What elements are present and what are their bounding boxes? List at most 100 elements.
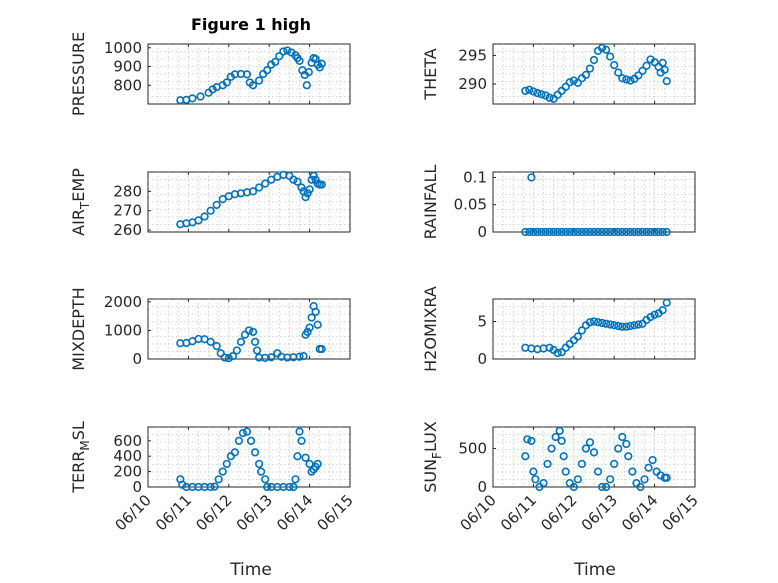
- data-point: [606, 475, 615, 484]
- data-point: [602, 227, 611, 237]
- data-point: [553, 227, 562, 237]
- data-point: [299, 352, 308, 361]
- y-tick-label: 0: [477, 223, 487, 241]
- data-point: [634, 227, 643, 237]
- data-point: [248, 187, 258, 196]
- data-point: [527, 173, 536, 182]
- data-point: [630, 227, 639, 237]
- data-point: [293, 177, 302, 186]
- data-point: [541, 227, 550, 237]
- data-point: [628, 467, 637, 476]
- x-tick-label: 06/10: [457, 491, 500, 534]
- x-tick-label: 06/14: [618, 491, 661, 534]
- data-point: [573, 475, 582, 484]
- data-point: [553, 348, 562, 358]
- data-point: [662, 298, 671, 307]
- y-tick-label: 0.05: [454, 196, 487, 214]
- subplot-6: 0 5 H2OMIXRA: [421, 286, 696, 372]
- data-point: [589, 227, 599, 237]
- data-point: [654, 227, 663, 237]
- data-point: [622, 75, 631, 84]
- data-point: [228, 352, 237, 361]
- y-axis-label: SUNFLUX: [421, 421, 444, 493]
- data-point: [650, 310, 659, 319]
- data-point: [263, 66, 272, 75]
- data-point: [250, 337, 260, 346]
- subplot-4: 0 0.05 0.1 RAINFALL: [421, 165, 696, 241]
- data-point: [255, 183, 264, 192]
- data-point: [642, 61, 651, 70]
- x-tick-label: 06/10: [112, 491, 155, 534]
- data-point: [200, 212, 209, 221]
- data-point: [569, 227, 578, 237]
- data-point: [648, 455, 657, 465]
- data-point: [640, 475, 649, 484]
- data-point: [240, 330, 250, 339]
- data-point: [650, 58, 659, 67]
- data-point: [662, 227, 671, 237]
- y-axis-label: MIXDEPTH: [69, 287, 88, 370]
- data-point: [589, 317, 599, 326]
- data-point: [585, 318, 595, 327]
- y-tick-label: 500: [458, 440, 487, 458]
- y-label-rest: LUX: [421, 421, 440, 452]
- x-axis-label-right: Time: [573, 560, 616, 580]
- data-point: [589, 448, 599, 457]
- data-point: [533, 227, 542, 237]
- data-point: [210, 482, 219, 491]
- data-point: [539, 479, 548, 488]
- data-point: [307, 313, 316, 322]
- y-label-rest: SL: [69, 421, 88, 440]
- data-point: [585, 438, 595, 447]
- data-point: [547, 444, 556, 453]
- data-point: [646, 227, 655, 237]
- data-point: [614, 444, 623, 453]
- data-point: [295, 56, 304, 65]
- data-point: [250, 448, 260, 457]
- x-tick-label: 06/15: [659, 491, 702, 534]
- y-axis-label: PRESSURE: [69, 32, 88, 116]
- data-point: [597, 227, 607, 237]
- data-point: [271, 57, 280, 66]
- data-point: [230, 448, 239, 457]
- data-point: [636, 482, 645, 492]
- y-tick-label: 260: [113, 221, 142, 239]
- data-point: [275, 52, 284, 61]
- data-point: [624, 452, 633, 461]
- data-point: [214, 475, 223, 484]
- subplot-5: 0 1000 2000 MIXDEPTH: [69, 287, 351, 371]
- y-tick-label: 400: [113, 447, 142, 465]
- data-point: [662, 473, 671, 482]
- data-point: [263, 482, 272, 492]
- y-tick-label: 800: [113, 76, 142, 94]
- data-point: [261, 179, 270, 188]
- data-point: [573, 78, 582, 87]
- data-point: [614, 227, 623, 237]
- y-label-main: SUN: [421, 459, 440, 493]
- data-point: [267, 353, 276, 362]
- y-tick-label: 1000: [104, 39, 142, 57]
- y-label-subscript: M: [78, 440, 92, 450]
- data-point: [537, 227, 546, 237]
- x-tick-label: 06/15: [314, 491, 357, 534]
- data-point: [305, 459, 314, 469]
- data-point: [188, 94, 197, 103]
- data-point: [593, 318, 603, 327]
- x-tick-label: 06/11: [497, 491, 540, 534]
- subplot-2: 290 295 THETA: [421, 43, 696, 105]
- x-tick-label: 06/11: [152, 491, 195, 534]
- data-point: [206, 337, 215, 346]
- data-point: [610, 321, 619, 330]
- y-tick-label: 290: [458, 75, 487, 93]
- data-point: [618, 227, 627, 237]
- data-point: [630, 321, 639, 330]
- data-point: [662, 77, 671, 86]
- data-point: [295, 427, 304, 436]
- data-point: [525, 85, 534, 94]
- data-point: [261, 475, 270, 484]
- data-point: [634, 71, 643, 80]
- x-tick-label: 06/12: [192, 491, 235, 534]
- data-point: [589, 55, 599, 65]
- data-point: [573, 227, 582, 237]
